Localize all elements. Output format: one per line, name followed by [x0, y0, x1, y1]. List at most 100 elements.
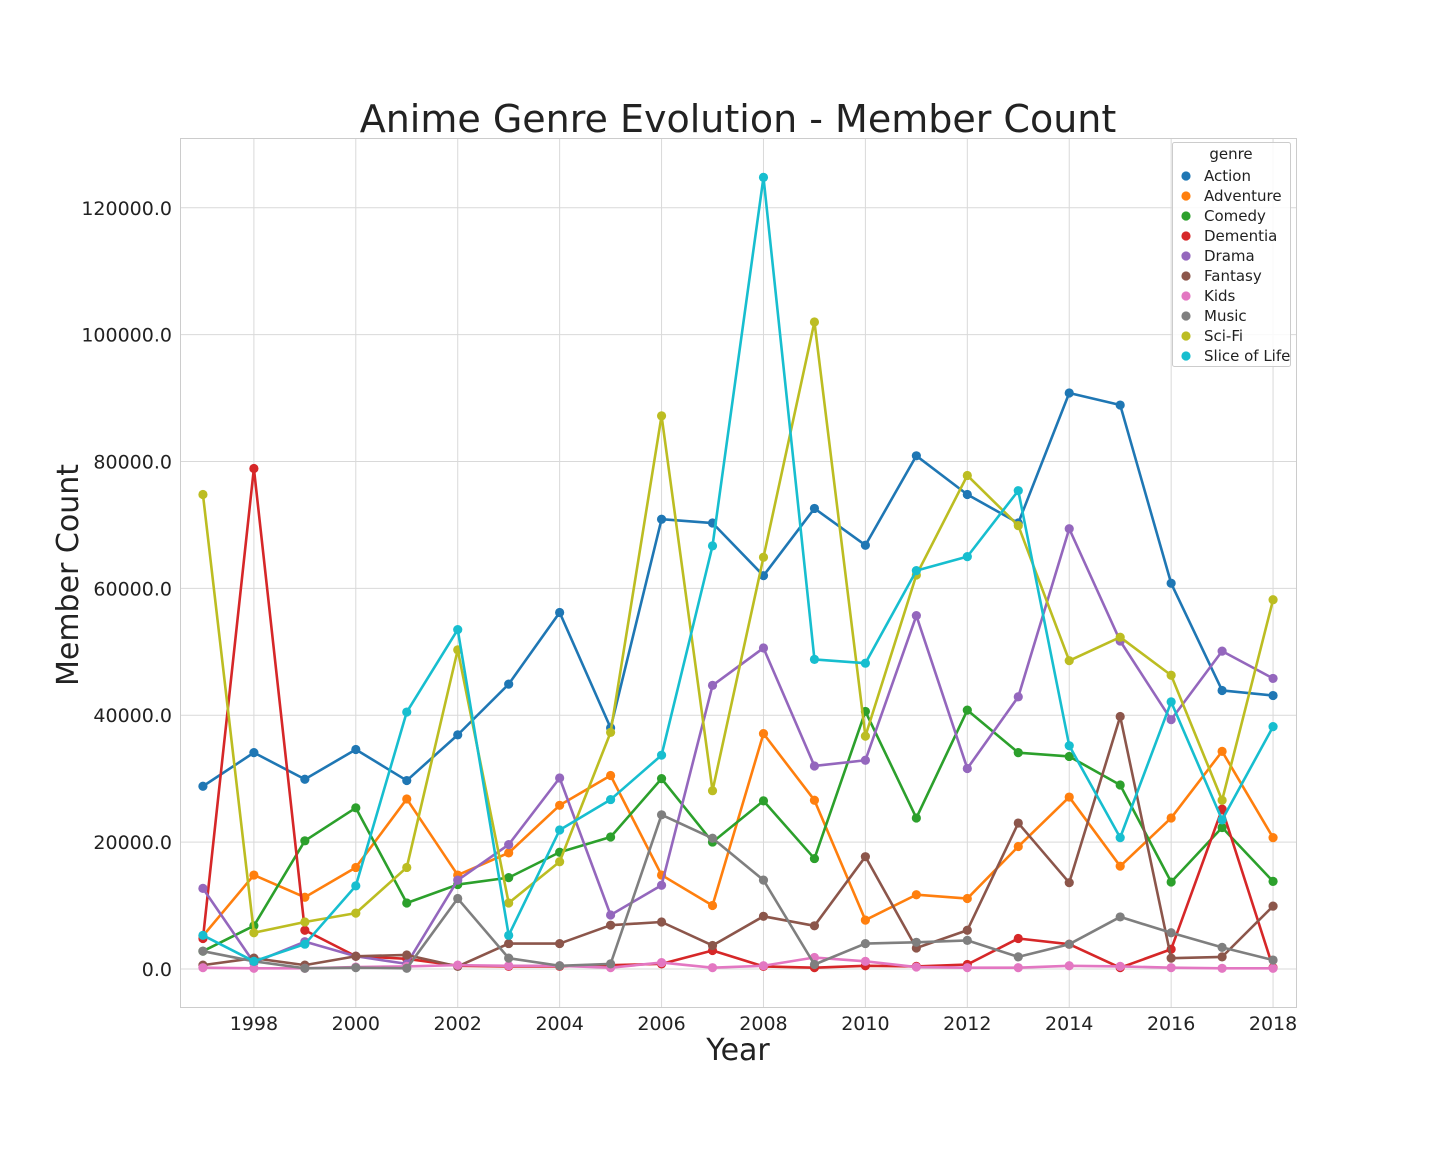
data-point — [962, 763, 972, 774]
data-point — [198, 781, 208, 791]
legend-label: Adventure — [1204, 187, 1282, 205]
data-point — [1064, 878, 1074, 888]
data-point — [1064, 939, 1074, 949]
legend-marker — [1181, 171, 1191, 181]
data-point — [1166, 578, 1176, 588]
data-point — [198, 489, 208, 500]
data-point — [962, 963, 972, 973]
x-axis-label: Year — [705, 1033, 770, 1068]
data-point — [1166, 877, 1176, 887]
data-point — [962, 552, 972, 562]
y-tick-label: 120000.0 — [81, 198, 172, 220]
y-tick-label: 100000.0 — [81, 325, 172, 347]
data-point — [962, 705, 972, 715]
legend-marker — [1181, 291, 1191, 301]
data-point — [402, 707, 412, 717]
data-point — [707, 900, 718, 911]
legend: genre Action Adventure Comedy Dementia Drama… — [1172, 142, 1291, 367]
data-point — [656, 774, 667, 784]
data-point — [1268, 833, 1278, 843]
grid — [180, 138, 1296, 1007]
data-point — [962, 470, 972, 481]
data-point — [300, 939, 310, 949]
data-point — [300, 917, 310, 927]
data-point — [606, 794, 616, 805]
y-tick-label: 40000.0 — [93, 705, 172, 727]
series-line — [202, 813, 1274, 970]
data-point — [453, 960, 463, 970]
data-point — [1217, 822, 1227, 833]
series-sci-fi — [198, 317, 1278, 938]
legend-label: Drama — [1204, 247, 1255, 265]
data-point — [453, 624, 463, 635]
data-point — [402, 963, 412, 973]
data-point — [962, 935, 972, 945]
data-point — [707, 963, 718, 973]
data-point — [758, 643, 769, 653]
data-point — [1166, 715, 1176, 725]
data-point — [606, 920, 616, 930]
data-point — [402, 898, 412, 908]
legend-label: Slice of Life — [1204, 347, 1290, 365]
plot-frame — [180, 138, 1297, 1008]
data-point — [758, 552, 769, 562]
data-point — [555, 607, 565, 618]
data-point — [402, 775, 412, 786]
legend-marker — [1181, 311, 1191, 321]
data-point — [707, 786, 718, 796]
legend-marker — [1181, 351, 1191, 361]
legend-label: Sci-Fi — [1204, 327, 1243, 345]
data-point — [860, 852, 870, 862]
series-line — [201, 467, 1275, 969]
data-point — [555, 961, 565, 971]
data-point — [504, 898, 514, 908]
x-tick-label: 2008 — [739, 1013, 787, 1035]
data-point — [1166, 813, 1176, 823]
data-point — [1115, 912, 1125, 922]
data-point — [809, 853, 820, 864]
data-point — [1166, 697, 1176, 707]
data-point — [911, 962, 921, 972]
legend-label: Kids — [1204, 287, 1236, 305]
data-point — [249, 956, 259, 966]
y-tick-label: 60000.0 — [93, 578, 172, 600]
data-point — [758, 911, 769, 921]
legend-marker — [1181, 191, 1191, 201]
data-point — [300, 963, 310, 973]
data-point — [1268, 722, 1278, 732]
data-point — [911, 611, 921, 621]
data-point — [504, 961, 514, 971]
legend-label: Comedy — [1204, 207, 1266, 225]
data-point — [1217, 685, 1227, 696]
data-point — [911, 451, 921, 461]
data-point — [1217, 963, 1227, 973]
chart-title: Anime Genre Evolution - Member Count — [360, 97, 1117, 141]
data-point — [1217, 952, 1227, 962]
data-point — [656, 810, 667, 820]
data-point — [809, 921, 820, 931]
data-point — [860, 956, 870, 966]
data-point — [1217, 746, 1227, 756]
data-point — [656, 514, 667, 524]
data-point — [911, 565, 921, 576]
data-point — [860, 755, 870, 765]
data-point — [1064, 524, 1074, 534]
data-point — [249, 748, 259, 758]
data-point — [1166, 963, 1176, 973]
data-point — [300, 774, 310, 784]
data-point — [1115, 961, 1125, 972]
data-point — [860, 731, 870, 741]
data-point — [504, 953, 514, 963]
data-point — [555, 938, 565, 949]
data-point — [911, 890, 921, 900]
data-point — [606, 727, 616, 737]
data-point — [351, 963, 361, 973]
legend-marker — [1181, 271, 1191, 281]
series-line — [202, 715, 1274, 968]
series-music — [198, 810, 1278, 973]
y-axis-label: Member Count — [51, 464, 86, 686]
series-line — [201, 527, 1274, 966]
data-point — [1013, 818, 1023, 828]
x-tick-label: 2010 — [841, 1013, 889, 1035]
data-point — [1217, 646, 1227, 656]
